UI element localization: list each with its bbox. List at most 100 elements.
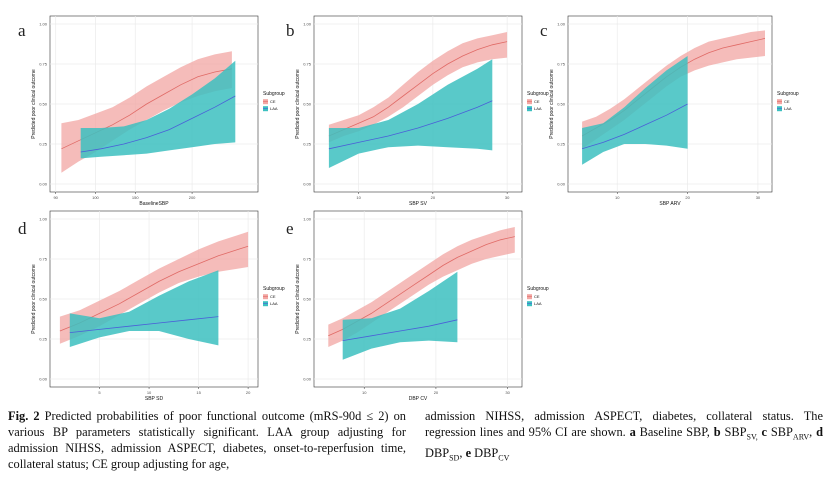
x-tick-label-a: 90 [53,195,58,200]
y-tick-label-c: 0.00 [557,181,566,186]
y-tick-label-d: 0.00 [39,376,48,381]
caption-key-c: c [761,425,768,439]
legend-label-ce-a: CE [270,99,276,104]
x-tick-label-b: 30 [505,195,510,200]
panel-letter-b: b [286,21,295,40]
caption-key-a: a [629,425,636,439]
legend-label-ce-b: CE [534,99,540,104]
panel-letter-a: a [18,21,26,40]
x-tick-label-e: 10 [362,390,367,395]
regression-line-ce-b [328,41,508,137]
caption-key-d: d [816,425,824,439]
y-axis-label-d: Predicted poor clinical outcome [31,264,37,334]
panel-e: e 0.00 0.25 0.50 0.75 1.00 10 20 30 DBP CV Predict… [286,210,549,400]
y-tick-label-b: 0.00 [303,181,312,186]
panel-b: b 0.00 0.25 0.50 0.75 1.00 10 20 30 SBP SV Predict… [286,15,549,207]
panel-a: a 0.00 0.25 0.50 0.75 1.00 90 100 150 200 Baseline… [18,15,285,207]
legend-label-laa-b: LAA [534,106,542,111]
x-tick-label-a: 150 [132,195,139,200]
y-tick-label-a: 0.25 [39,141,48,146]
x-axis-label-e: DBP CV [409,396,428,400]
y-tick-label-b: 0.75 [303,61,312,66]
y-tick-label-e: 0.50 [303,296,312,301]
y-tick-label-e: 0.00 [303,376,312,381]
panel-d: d 0.00 0.25 0.50 0.75 1.00 5 10 15 20 SBP SD Predic… [18,210,285,400]
x-tick-label-c: 10 [615,195,620,200]
x-axis-label-c: SBP ARV [659,201,681,207]
y-tick-label-c: 0.75 [557,61,566,66]
ci-band-ce-d [59,231,249,344]
ci-band-laa-d [69,270,219,347]
y-axis-label-e: Predicted poor clinical outcome [295,264,301,334]
legend-label-ce-e: CE [534,294,540,299]
y-tick-label-a: 0.75 [39,61,48,66]
x-tick-label-c: 30 [756,195,761,200]
legend-label-laa-a: LAA [270,106,278,111]
x-tick-label-d: 15 [196,390,201,395]
caption-text-c: SBPARV, [770,425,813,442]
legend-title-c: Subgroup [777,91,799,97]
ci-band-laa-c [582,56,688,165]
figure-caption: Fig. 2 Predicted probabilities of poor f… [8,408,823,484]
y-tick-label-d: 0.75 [39,256,48,261]
caption-text-e: DBPCV [474,446,510,463]
ci-band-laa-e [342,271,458,360]
y-tick-label-c: 0.25 [557,141,566,146]
x-tick-label-e: 20 [434,390,439,395]
x-tick-label-d: 20 [246,390,251,395]
ci-band-ce-b [328,32,508,143]
y-tick-label-c: 0.50 [557,101,566,106]
legend-label-laa-d: LAA [270,301,278,306]
caption-fig-label: Fig. 2 [8,409,40,423]
y-tick-label-d: 0.50 [39,296,48,301]
legend-title-e: Subgroup [527,286,549,292]
panel-letter-d: d [18,219,27,238]
y-tick-label-d: 1.00 [39,216,48,221]
ci-band-laa-a [80,60,236,159]
x-tick-label-b: 10 [356,195,361,200]
panel-letter-c: c [540,21,548,40]
caption-right-column: admission NIHSS, admission ASPECT, diabe… [425,408,823,467]
panel-letter-e: e [286,219,294,238]
legend-label-laa-c: LAA [784,106,792,111]
y-tick-label-b: 0.25 [303,141,312,146]
regression-line-laa-d [69,316,219,333]
y-tick-label-a: 1.00 [39,21,48,26]
y-tick-label-e: 0.25 [303,336,312,341]
legend-title-a: Subgroup [263,91,285,97]
ci-band-ce-e [328,227,515,347]
legend-label-laa-e: LAA [534,301,542,306]
regression-line-laa-b [328,100,493,150]
y-tick-label-e: 1.00 [303,216,312,221]
panel-c: c 0.00 0.25 0.50 0.75 1.00 10 20 30 SBP ARV Predic… [540,15,799,207]
caption-text-d: DBPSD, [425,446,463,463]
x-axis-label-d: SBP SD [145,396,164,400]
legend-label-ce-c: CE [784,99,790,104]
y-axis-label-b: Predicted poor clinical outcome [295,69,301,139]
caption-text-b: SBPSV, [724,425,758,442]
caption-key-e: e [465,446,472,461]
regression-line-laa-e [342,319,458,341]
ci-band-ce-c [582,30,765,149]
legend-title-d: Subgroup [263,286,285,292]
y-axis-label-c: Predicted poor clinical outcome [549,69,555,139]
ci-band-laa-b [328,59,493,169]
caption-right-text: admission NIHSS, admission ASPECT, diabe… [425,409,823,439]
y-tick-label-b: 0.50 [303,101,312,106]
y-tick-label-c: 1.00 [557,21,566,26]
y-tick-label-a: 0.00 [39,181,48,186]
x-axis-label-b: SBP SV [409,201,428,207]
regression-line-ce-d [59,245,249,332]
x-tick-label-d: 10 [147,390,152,395]
y-tick-label-a: 0.50 [39,101,48,106]
x-axis-label-a: BaselineSBP [139,201,169,207]
x-tick-label-e: 30 [505,390,510,395]
y-tick-label-e: 0.75 [303,256,312,261]
y-tick-label-b: 1.00 [303,21,312,26]
x-tick-label-a: 100 [92,195,99,200]
y-tick-label-d: 0.25 [39,336,48,341]
x-tick-label-d: 5 [98,390,101,395]
regression-line-laa-a [80,95,236,153]
y-axis-label-a: Predicted poor clinical outcome [31,69,37,139]
legend-title-b: Subgroup [527,91,549,97]
